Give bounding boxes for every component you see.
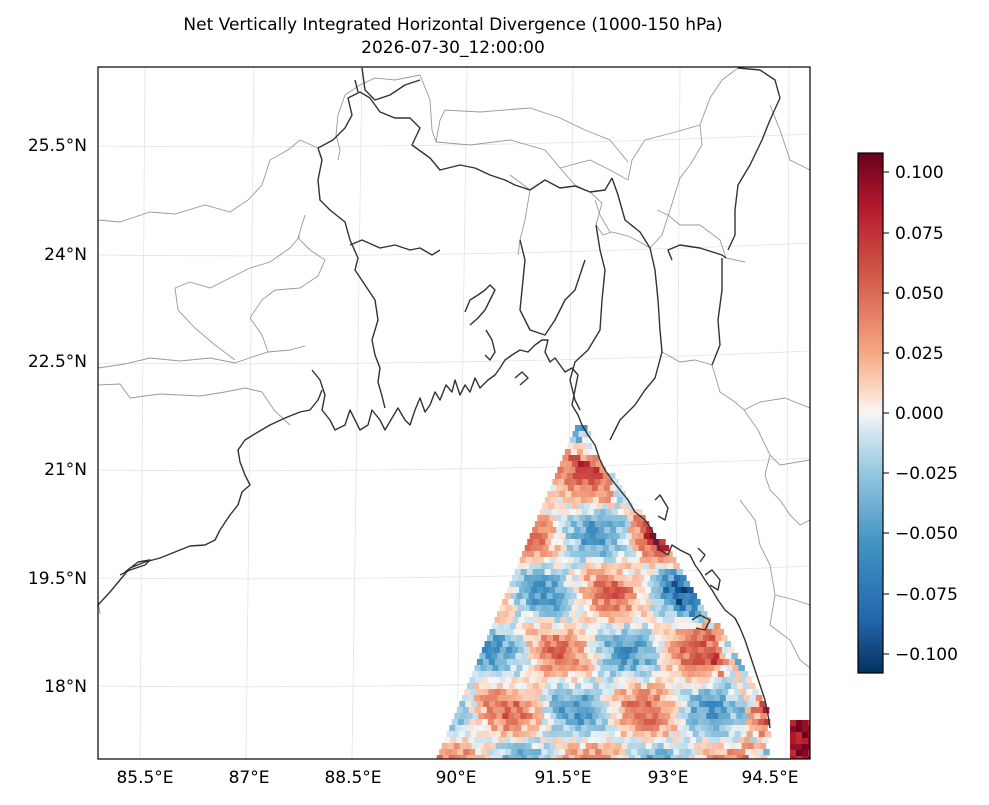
lat-label: 21°N	[44, 460, 87, 480]
colorbar-tick-label: 0.075	[895, 224, 944, 244]
lon-label: 91.5°E	[534, 768, 591, 788]
colorbar-tick-label: 0.025	[895, 344, 944, 364]
state-borders	[98, 67, 810, 669]
colorbar-tick-label: −0.025	[895, 464, 958, 484]
lat-label: 18°N	[44, 677, 87, 697]
colorbar-tick-label: −0.075	[895, 585, 958, 605]
lat-label: 25.5°N	[28, 136, 87, 156]
colorbar-tick-label: 0.000	[895, 404, 944, 424]
map-subtitle: 2026-07-30_12:00:00	[361, 38, 545, 58]
lat-label: 19.5°N	[28, 569, 87, 589]
lon-axis-labels: 85.5°E 87°E 88.5°E 90°E 91.5°E 93°E 94.5…	[116, 768, 798, 788]
coastline-borders	[98, 67, 781, 729]
colorbar: 0.100 0.075 0.050 0.025 0.000 −0.025 −0.…	[857, 152, 958, 674]
lon-label: 90°E	[436, 768, 477, 788]
colorbar-tick-label: −0.100	[895, 645, 958, 665]
lon-label: 94.5°E	[741, 768, 798, 788]
map-panel	[98, 67, 810, 759]
colorbar-ticks	[883, 171, 889, 655]
map-title: Net Vertically Integrated Horizontal Div…	[183, 15, 722, 35]
lon-label: 87°E	[229, 768, 270, 788]
divergence-field	[436, 425, 810, 759]
lat-label: 24°N	[44, 245, 87, 265]
lat-axis-labels: 25.5°N 24°N 22.5°N 21°N 19.5°N 18°N	[28, 136, 87, 697]
lat-label: 22.5°N	[28, 352, 87, 372]
colorbar-tick-label: 0.100	[895, 163, 944, 183]
lon-label: 85.5°E	[116, 768, 173, 788]
map-frame	[97, 66, 811, 760]
colorbar-tick-label: −0.050	[895, 524, 958, 544]
gridlines	[98, 67, 810, 759]
colorbar-gradient	[857, 152, 884, 674]
colorbar-tick-label: 0.050	[895, 284, 944, 304]
lon-label: 93°E	[648, 768, 689, 788]
lon-label: 88.5°E	[324, 768, 381, 788]
